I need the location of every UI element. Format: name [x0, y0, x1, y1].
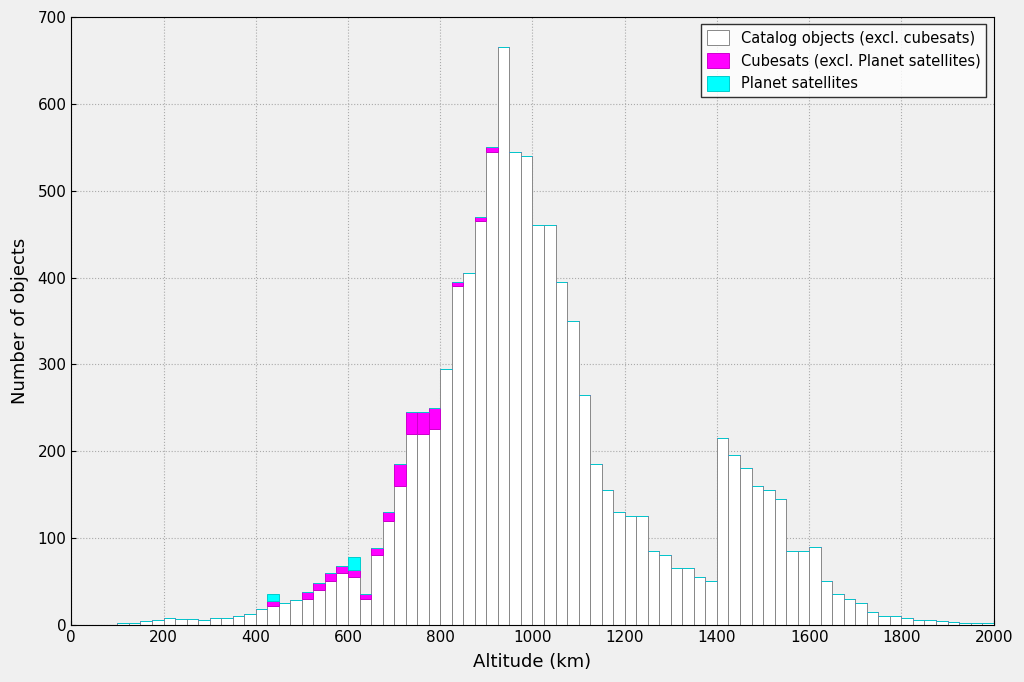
Bar: [210, 618, 221, 625]
Bar: [936, 621, 947, 625]
Bar: [694, 577, 706, 625]
Bar: [717, 438, 728, 625]
Bar: [556, 282, 567, 625]
Bar: [971, 623, 982, 625]
Bar: [763, 490, 774, 625]
Bar: [613, 512, 625, 625]
Bar: [394, 464, 406, 486]
Bar: [440, 369, 452, 625]
Bar: [383, 520, 394, 625]
Y-axis label: Number of objects: Number of objects: [11, 238, 29, 404]
Bar: [879, 616, 890, 625]
Bar: [371, 548, 383, 555]
Bar: [337, 573, 348, 625]
Bar: [406, 434, 417, 625]
Bar: [682, 568, 694, 625]
Bar: [245, 614, 256, 625]
X-axis label: Altitude (km): Altitude (km): [473, 653, 592, 671]
Bar: [774, 499, 786, 625]
Bar: [267, 602, 279, 606]
Bar: [417, 412, 429, 434]
Bar: [636, 516, 648, 625]
Bar: [890, 616, 901, 625]
Bar: [313, 583, 325, 590]
Bar: [198, 621, 210, 625]
Legend: Catalog objects (excl. cubesats), Cubesats (excl. Planet satellites), Planet sat: Catalog objects (excl. cubesats), Cubesa…: [701, 25, 986, 97]
Bar: [291, 600, 302, 625]
Bar: [325, 573, 337, 581]
Bar: [833, 594, 844, 625]
Bar: [648, 551, 659, 625]
Bar: [302, 599, 313, 625]
Bar: [417, 434, 429, 625]
Bar: [383, 512, 394, 520]
Bar: [348, 570, 359, 577]
Bar: [475, 221, 486, 625]
Bar: [118, 623, 129, 625]
Bar: [567, 321, 579, 625]
Bar: [232, 616, 245, 625]
Bar: [532, 226, 544, 625]
Bar: [463, 273, 475, 625]
Bar: [221, 618, 232, 625]
Bar: [140, 621, 152, 625]
Bar: [809, 546, 820, 625]
Bar: [279, 603, 291, 625]
Bar: [475, 217, 486, 221]
Bar: [947, 622, 959, 625]
Bar: [959, 623, 971, 625]
Bar: [752, 486, 763, 625]
Bar: [429, 408, 440, 430]
Bar: [256, 609, 267, 625]
Bar: [625, 516, 636, 625]
Bar: [348, 577, 359, 625]
Bar: [786, 551, 798, 625]
Bar: [867, 612, 879, 625]
Bar: [129, 623, 140, 625]
Bar: [359, 594, 371, 599]
Bar: [901, 618, 913, 625]
Bar: [164, 618, 175, 625]
Bar: [337, 565, 348, 573]
Bar: [325, 581, 337, 625]
Bar: [452, 286, 463, 625]
Bar: [302, 592, 313, 599]
Bar: [509, 151, 521, 625]
Bar: [175, 619, 186, 625]
Bar: [348, 557, 359, 570]
Bar: [498, 48, 509, 625]
Bar: [406, 412, 417, 434]
Bar: [544, 226, 556, 625]
Bar: [913, 621, 925, 625]
Bar: [740, 469, 752, 625]
Bar: [394, 486, 406, 625]
Bar: [590, 464, 602, 625]
Bar: [844, 599, 855, 625]
Bar: [820, 581, 833, 625]
Bar: [452, 282, 463, 286]
Bar: [186, 619, 198, 625]
Bar: [359, 599, 371, 625]
Bar: [486, 151, 498, 625]
Bar: [925, 621, 936, 625]
Bar: [579, 395, 590, 625]
Bar: [798, 551, 809, 625]
Bar: [267, 606, 279, 625]
Bar: [671, 568, 682, 625]
Bar: [659, 555, 671, 625]
Bar: [982, 623, 993, 625]
Bar: [313, 590, 325, 625]
Bar: [706, 581, 717, 625]
Bar: [602, 490, 613, 625]
Bar: [521, 156, 532, 625]
Bar: [267, 594, 279, 602]
Bar: [429, 430, 440, 625]
Bar: [728, 456, 740, 625]
Bar: [371, 555, 383, 625]
Bar: [855, 603, 867, 625]
Bar: [486, 147, 498, 151]
Bar: [152, 621, 164, 625]
